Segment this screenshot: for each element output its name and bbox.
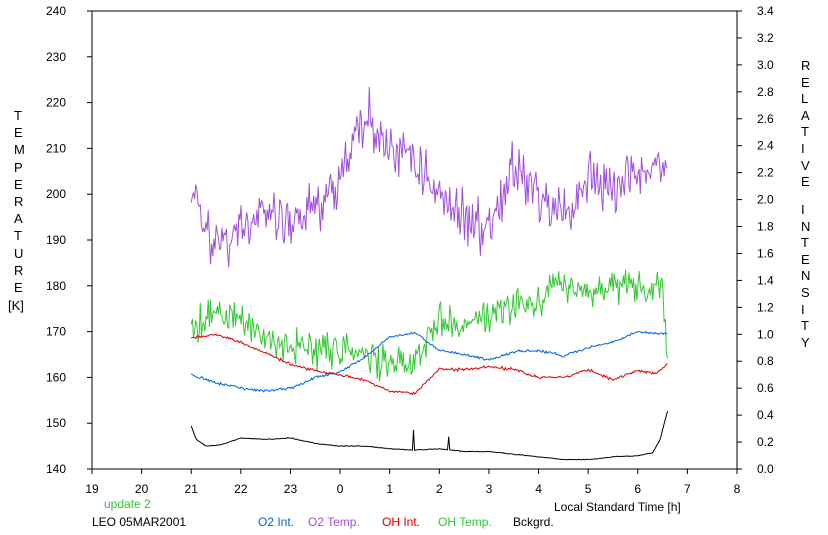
series-line xyxy=(191,330,668,393)
axis-title-letter: E xyxy=(14,176,23,192)
legend-entry: O2 Int. xyxy=(258,515,294,529)
plot-frame xyxy=(91,10,738,470)
left-tick-label: 200 xyxy=(46,187,66,201)
station-label: LEO 05MAR2001 xyxy=(92,515,186,529)
left-axis: 140 150 160 170 180 190 200 210 220 230 240 xyxy=(46,4,92,476)
x-tick-label: 0 xyxy=(337,482,344,496)
legend-entry: O2 Temp. xyxy=(308,515,360,529)
left-tick-label: 160 xyxy=(46,370,66,384)
left-tick-label: 210 xyxy=(46,141,66,155)
left-tick-label: 220 xyxy=(46,96,66,110)
series-lines xyxy=(190,86,668,461)
right-tick-label: 1.4 xyxy=(757,273,774,287)
x-axis: 19 20 21 22 23 0 1 2 3 4 5 6 7 8 xyxy=(85,469,741,496)
axis-title-letter: E xyxy=(801,174,810,190)
series-line xyxy=(190,86,668,268)
right-tick-label: 2.8 xyxy=(757,85,774,99)
axis-title-letter: T xyxy=(14,108,22,123)
right-tick-label: 0.6 xyxy=(757,381,774,395)
right-tick-label: 1.0 xyxy=(757,327,774,341)
x-axis-title: Local Standard Time [h] xyxy=(554,500,681,514)
right-tick-label: 0.0 xyxy=(757,462,774,476)
x-tick-label: 6 xyxy=(634,482,641,496)
right-tick-label: 3.2 xyxy=(757,31,774,45)
axis-title-letter: I xyxy=(801,202,805,217)
legend-entry: Bckgrd. xyxy=(513,515,554,529)
axis-title-letter: I xyxy=(801,301,805,317)
axis-title-letter: E xyxy=(14,280,23,295)
x-tick-label: 8 xyxy=(734,482,741,496)
axis-title-letter: N xyxy=(801,218,811,234)
right-tick-label: 2.2 xyxy=(757,166,774,180)
left-tick-label: 170 xyxy=(46,325,66,339)
axis-title-letter: E xyxy=(801,251,810,267)
axis-title-letter: A xyxy=(801,107,810,123)
series-line xyxy=(191,333,668,396)
right-tick-label: 1.8 xyxy=(757,220,774,234)
right-tick-label: 2.4 xyxy=(757,139,774,153)
axis-title-letter: R xyxy=(14,262,24,278)
axis-title-letter: R xyxy=(801,58,811,73)
left-tick-label: 190 xyxy=(46,233,66,247)
axis-title-letter: E xyxy=(14,125,23,141)
left-tick-label: 140 xyxy=(46,462,66,476)
legend: O2 Int. O2 Temp. OH Int. OH Temp. Bckgrd. xyxy=(258,515,554,529)
left-tick-label: 180 xyxy=(46,279,66,293)
x-tick-label: 2 xyxy=(436,482,443,496)
axis-title-letter: T xyxy=(14,228,22,244)
axis-title-letter: P xyxy=(14,159,23,175)
x-tick-label: 7 xyxy=(684,482,691,496)
axis-title-letter: T xyxy=(801,124,809,140)
update-label: update 2 xyxy=(104,497,151,511)
x-tick-label: 21 xyxy=(185,482,199,496)
right-tick-label: 0.4 xyxy=(757,408,774,422)
series-line xyxy=(190,269,668,382)
left-axis-unit: [K] xyxy=(8,298,24,313)
axis-title-letter: T xyxy=(801,235,809,251)
axis-title-letter: L xyxy=(801,91,809,107)
axis-title-letter: Y xyxy=(801,334,810,350)
right-tick-label: 2.6 xyxy=(757,112,774,126)
x-tick-label: 22 xyxy=(234,482,248,496)
x-tick-label: 20 xyxy=(135,482,149,496)
axis-title-letter: N xyxy=(801,268,811,284)
axis-title-letter: I xyxy=(801,141,805,156)
left-tick-label: 150 xyxy=(46,416,66,430)
x-tick-label: 4 xyxy=(535,482,542,496)
x-tick-label: 3 xyxy=(486,482,493,496)
x-tick-label: 5 xyxy=(585,482,592,496)
axis-title-letter: R xyxy=(14,194,24,209)
left-tick-label: 230 xyxy=(46,50,66,64)
axis-title-letter: U xyxy=(14,245,24,261)
axis-title-letter: M xyxy=(14,142,25,158)
axis-title-letter: S xyxy=(801,285,810,300)
right-tick-label: 2.0 xyxy=(757,193,774,207)
axis-title-letter: T xyxy=(801,318,809,334)
right-tick-label: 1.2 xyxy=(757,300,774,314)
axis-title-letter: A xyxy=(14,211,23,227)
x-tick-label: 23 xyxy=(284,482,298,496)
right-tick-label: 3.0 xyxy=(757,58,774,72)
right-tick-label: 3.4 xyxy=(757,4,774,18)
series-line xyxy=(190,411,668,461)
legend-entry: OH Temp. xyxy=(438,515,492,529)
right-axis: 0.0 0.2 0.4 0.6 0.8 1.0 1.2 1.4 1.6 1.8 2.0 2.2 2.4 2… xyxy=(737,4,774,476)
right-tick-label: 1.6 xyxy=(757,246,774,260)
right-tick-label: 0.8 xyxy=(757,354,774,368)
legend-entry: OH Int. xyxy=(382,515,420,529)
right-tick-label: 0.2 xyxy=(757,435,774,449)
axis-title-letter: V xyxy=(801,157,810,173)
x-tick-label: 19 xyxy=(85,482,99,496)
x-tick-label: 1 xyxy=(386,482,393,496)
axis-title-letter: E xyxy=(801,74,810,90)
left-tick-label: 240 xyxy=(46,4,66,18)
